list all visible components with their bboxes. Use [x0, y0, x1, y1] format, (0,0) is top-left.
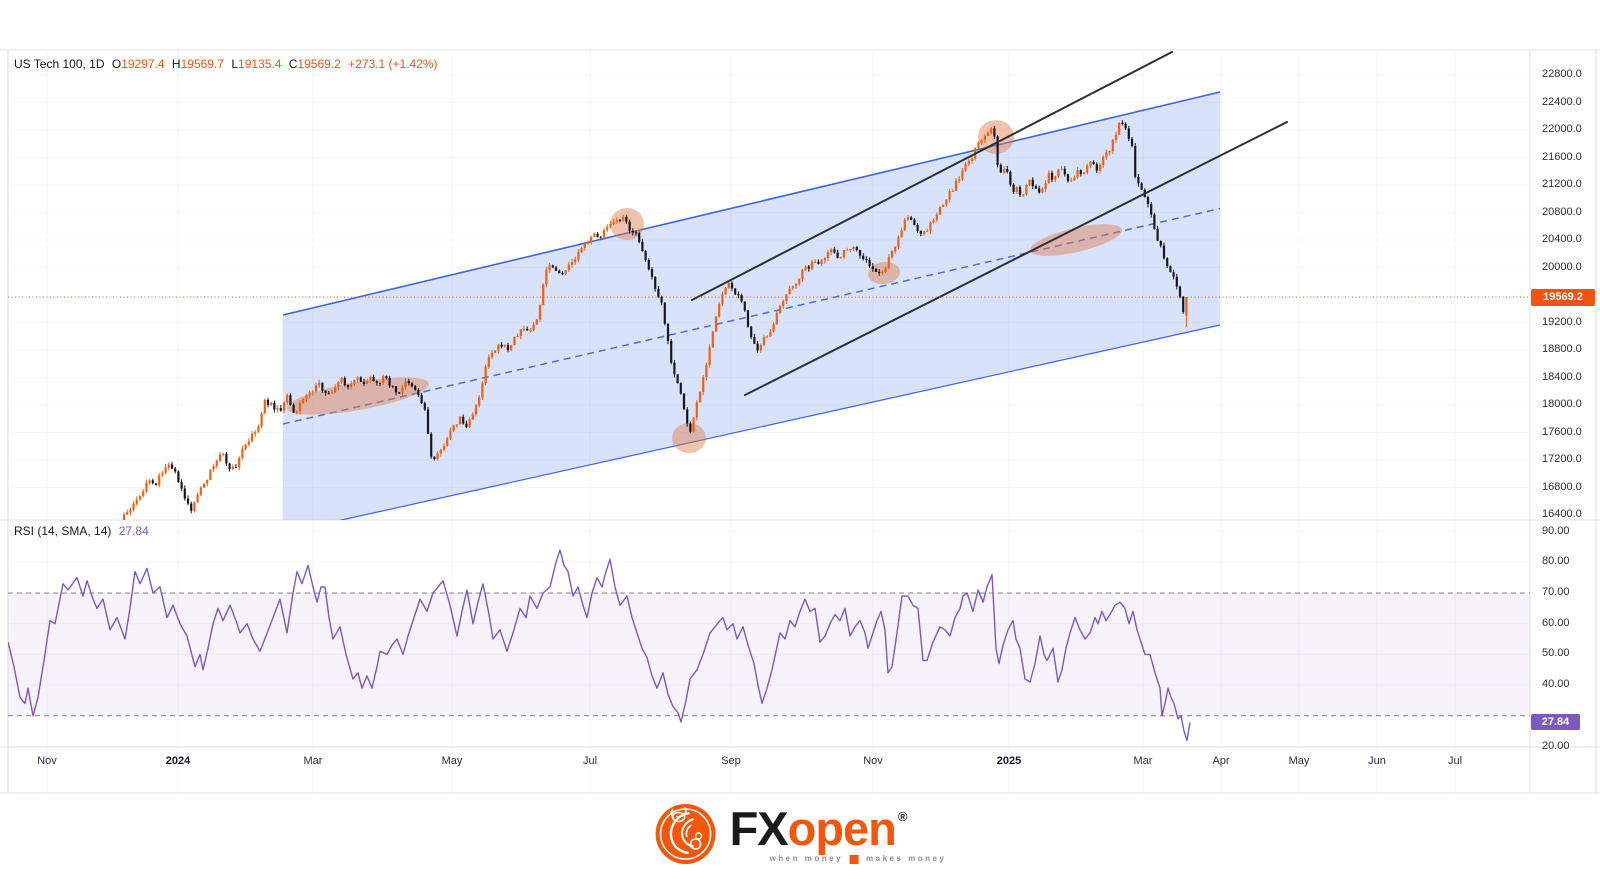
time-tick-label: May: [1288, 755, 1310, 767]
price-tick-label: 22000.0: [1542, 123, 1582, 135]
time-tick-label: Nov: [863, 755, 883, 767]
symbol-title: US Tech 100, 1D: [14, 57, 105, 71]
rsi-tick-label: 40.00: [1542, 678, 1570, 691]
close-value: 19569.2: [297, 57, 341, 71]
logo-open-text: open: [787, 801, 897, 855]
rsi-value-badge: 27.84: [1531, 714, 1580, 731]
time-tick-label: Jun: [1368, 755, 1386, 767]
low-label: L: [231, 57, 239, 71]
logo-tagline: when money makes money: [769, 854, 947, 864]
time-tick-label: Nov: [37, 755, 57, 767]
time-scale-axis[interactable]: [0, 747, 1600, 793]
time-tick-label: Jul: [582, 755, 598, 767]
last-price-badge: 19569.2: [1531, 288, 1595, 306]
price-tick-label: 16800.0: [1542, 480, 1582, 493]
low-value: 19135.4: [238, 57, 282, 71]
price-tick-label: 21600.0: [1542, 150, 1582, 163]
tagline-square-icon: [850, 854, 860, 864]
price-tick-label: 17200.0: [1542, 453, 1582, 465]
rsi-tick-label: 90.00: [1542, 524, 1570, 537]
rsi-tick-label: 70.00: [1542, 586, 1570, 598]
open-label: O: [111, 57, 122, 71]
high-value: 19569.7: [180, 57, 224, 71]
tagline-left: when money: [769, 854, 844, 863]
fxopen-logo: FXopen ® when money makes money: [654, 802, 947, 866]
time-tick-label: Sep: [721, 755, 741, 767]
price-pane[interactable]: [8, 50, 1530, 520]
high-label: H: [171, 57, 181, 71]
close-label: C: [288, 57, 298, 71]
time-tick-label: 2025: [996, 755, 1022, 767]
price-tick-label: 21200.0: [1542, 178, 1582, 190]
price-tick-label: 20000.0: [1542, 260, 1582, 273]
rsi-legend[interactable]: RSI (14, SMA, 14) 27.84: [14, 524, 153, 538]
price-tick-label: 20800.0: [1542, 205, 1582, 218]
time-tick-label: Mar: [303, 755, 323, 767]
symbol-legend[interactable]: US Tech 100, 1D O19297.4 H19569.7 L19135…: [14, 57, 442, 71]
time-tick-label: Apr: [1212, 755, 1230, 767]
time-tick-label: 2024: [165, 755, 191, 767]
fxopen-bull-emblem-icon: [655, 804, 716, 864]
price-tick-label: 19200.0: [1542, 315, 1582, 328]
logo-fx-text: FX: [729, 801, 789, 855]
price-tick-label: 20400.0: [1542, 233, 1582, 245]
rsi-tick-label: 80.00: [1542, 555, 1570, 568]
price-tick-label: 18000.0: [1542, 398, 1582, 410]
price-tick-label: 22400.0: [1542, 95, 1582, 108]
price-tick-label: 17600.0: [1542, 425, 1582, 438]
registered-mark: ®: [897, 808, 908, 824]
rsi-title: RSI (14, SMA, 14): [14, 524, 112, 538]
open-value: 19297.4: [121, 57, 165, 71]
price-tick-label: 18400.0: [1542, 370, 1582, 383]
time-tick-label: Jul: [1447, 755, 1463, 767]
time-tick-label: May: [441, 755, 463, 767]
rsi-value: 27.84: [118, 524, 149, 538]
rsi-pane[interactable]: [8, 520, 1530, 747]
tagline-right: makes money: [866, 854, 947, 863]
time-tick-label: Mar: [1133, 755, 1153, 767]
rsi-tick-label: 20.00: [1542, 739, 1570, 752]
price-tick-label: 16400.0: [1542, 508, 1582, 520]
price-tick-label: 18800.0: [1542, 343, 1582, 355]
price-tick-label: 22800.0: [1542, 68, 1582, 80]
rsi-tick-label: 60.00: [1542, 616, 1570, 629]
change-value: +273.1 (+1.42%): [348, 57, 438, 71]
rsi-tick-label: 50.00: [1542, 647, 1570, 660]
